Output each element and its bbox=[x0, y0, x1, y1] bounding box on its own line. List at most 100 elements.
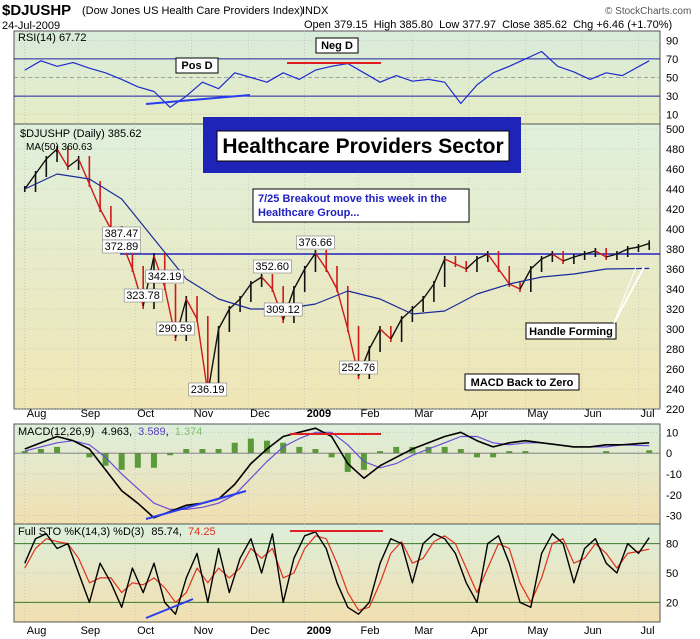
x-tick-label: Aug bbox=[27, 408, 47, 420]
price-level-label: 323.78 bbox=[126, 290, 160, 302]
price-y-tick: 400 bbox=[666, 224, 684, 236]
macd-y-tick: -10 bbox=[666, 469, 682, 481]
neg-d-box bbox=[315, 37, 359, 54]
rsi-y-tick: 90 bbox=[666, 35, 678, 47]
price-segment bbox=[336, 288, 349, 330]
price-segment bbox=[616, 248, 628, 255]
macd-histogram-bar bbox=[118, 453, 125, 470]
x-tick-label: 2009 bbox=[307, 625, 331, 637]
price-segment bbox=[304, 252, 317, 270]
rsi-y-tick: 10 bbox=[666, 110, 678, 122]
price-y-tick: 220 bbox=[666, 404, 684, 416]
rsi-chart bbox=[14, 50, 660, 108]
macd-histogram-bar bbox=[37, 449, 44, 454]
price-y-tick: 360 bbox=[666, 264, 684, 276]
chart-date: 24-Jul-2009 bbox=[2, 20, 60, 32]
x-tick-label: May bbox=[527, 408, 548, 420]
macd-histogram-bar bbox=[150, 453, 157, 468]
price-segment bbox=[551, 253, 564, 262]
price-label-box bbox=[263, 302, 303, 317]
macd-y-tick: -30 bbox=[666, 511, 682, 523]
price-segment bbox=[638, 242, 650, 248]
x-tick-label: Apr bbox=[471, 625, 488, 637]
macd-histogram-bar bbox=[102, 453, 109, 466]
price-segment bbox=[239, 283, 252, 300]
price-segment bbox=[99, 208, 112, 230]
price-segment bbox=[77, 158, 91, 185]
price-segment bbox=[325, 268, 338, 290]
price-segment bbox=[497, 268, 510, 285]
price-segment bbox=[196, 318, 209, 394]
price-label-box bbox=[253, 259, 292, 274]
rsi-line bbox=[24, 50, 650, 108]
x-tick-label: Feb bbox=[361, 625, 380, 637]
price-level-label: 309.12 bbox=[266, 304, 300, 316]
price-label-box bbox=[339, 360, 378, 375]
sto-k-value: 85.74 bbox=[151, 526, 179, 538]
price-y-tick: 280 bbox=[666, 344, 684, 356]
macd-histogram-bar bbox=[134, 453, 141, 468]
price-segment bbox=[379, 328, 392, 340]
price-segment bbox=[411, 298, 424, 310]
macd-histogram-bar bbox=[86, 453, 93, 458]
chart-annotation-title: Healthcare Providers Sector bbox=[222, 135, 503, 158]
macd-y-tick: -20 bbox=[666, 490, 682, 502]
price-segment bbox=[476, 253, 489, 260]
x-tick-label: 2009 bbox=[307, 408, 331, 420]
note-box bbox=[252, 188, 470, 223]
price-segment bbox=[573, 253, 585, 258]
macd-histogram-bar bbox=[264, 440, 271, 454]
breakout-note-line1: 7/25 Breakout move this week in the bbox=[258, 193, 447, 205]
price-segment bbox=[250, 276, 263, 285]
macd-histogram-bar bbox=[199, 449, 206, 454]
rsi-pos-divergence-line bbox=[145, 94, 251, 105]
x-tick-label: Jun bbox=[584, 625, 602, 637]
price-segment bbox=[207, 328, 220, 394]
price-label-box bbox=[156, 321, 195, 336]
macd-histogram-bar bbox=[167, 453, 174, 456]
stochastic-chart bbox=[14, 531, 660, 615]
macd-histogram-bar bbox=[183, 449, 190, 454]
x-tick-label: Oct bbox=[137, 625, 154, 637]
macd-histogram-bar bbox=[21, 451, 28, 454]
price-segment bbox=[34, 158, 47, 175]
price-level-label: 236.19 bbox=[191, 384, 225, 396]
price-segment bbox=[217, 308, 230, 330]
sto-k-line bbox=[24, 531, 650, 615]
price-y-tick: 460 bbox=[666, 164, 684, 176]
price-segment bbox=[562, 256, 575, 262]
x-tick-label: Dec bbox=[250, 625, 270, 637]
macd-histogram-bar bbox=[296, 446, 303, 454]
price-label-box bbox=[296, 235, 335, 250]
price-level-label: 352.60 bbox=[255, 261, 289, 273]
macd-y-tick: 0 bbox=[666, 448, 672, 460]
x-tick-label: Nov bbox=[194, 408, 214, 420]
price-y-tick: 380 bbox=[666, 244, 684, 256]
price-y-tick: 480 bbox=[666, 144, 684, 156]
price-segment bbox=[45, 148, 58, 160]
price-segment bbox=[508, 283, 521, 290]
macd-histogram-bar bbox=[441, 446, 448, 454]
price-level-label: 342.19 bbox=[148, 271, 182, 283]
macd-label: MACD(12,26,9) 4.963, 3.589, 1.374 bbox=[18, 426, 202, 438]
index-name: (Dow Jones US Health Care Providers Inde… bbox=[82, 5, 303, 17]
macd-histogram-bar bbox=[247, 438, 254, 454]
macd-histogram-bar bbox=[54, 446, 61, 454]
axis-labels: Aug Aug Sep Sep Oct Oct Nov Nov Dec Dec 2009 2009 Fe… bbox=[27, 35, 685, 637]
x-tick-label: Sep bbox=[81, 408, 101, 420]
macd-histogram-bar bbox=[490, 453, 497, 458]
x-tick-label: Sep bbox=[81, 625, 101, 637]
price-level-label: 252.76 bbox=[342, 362, 376, 374]
macd-histogram-bar bbox=[328, 453, 335, 458]
price-segment bbox=[487, 253, 500, 270]
macd-histogram-bar bbox=[377, 451, 384, 454]
price-segment bbox=[261, 276, 273, 290]
symbol: $DJUSHP bbox=[2, 2, 71, 19]
price-segment bbox=[433, 258, 446, 285]
price-segment bbox=[185, 298, 198, 320]
macd-histogram-bar bbox=[506, 451, 513, 454]
macd-pos-divergence-line bbox=[145, 490, 247, 520]
x-tick-label: Jun bbox=[584, 408, 602, 420]
x-tick-label: Dec bbox=[250, 408, 270, 420]
